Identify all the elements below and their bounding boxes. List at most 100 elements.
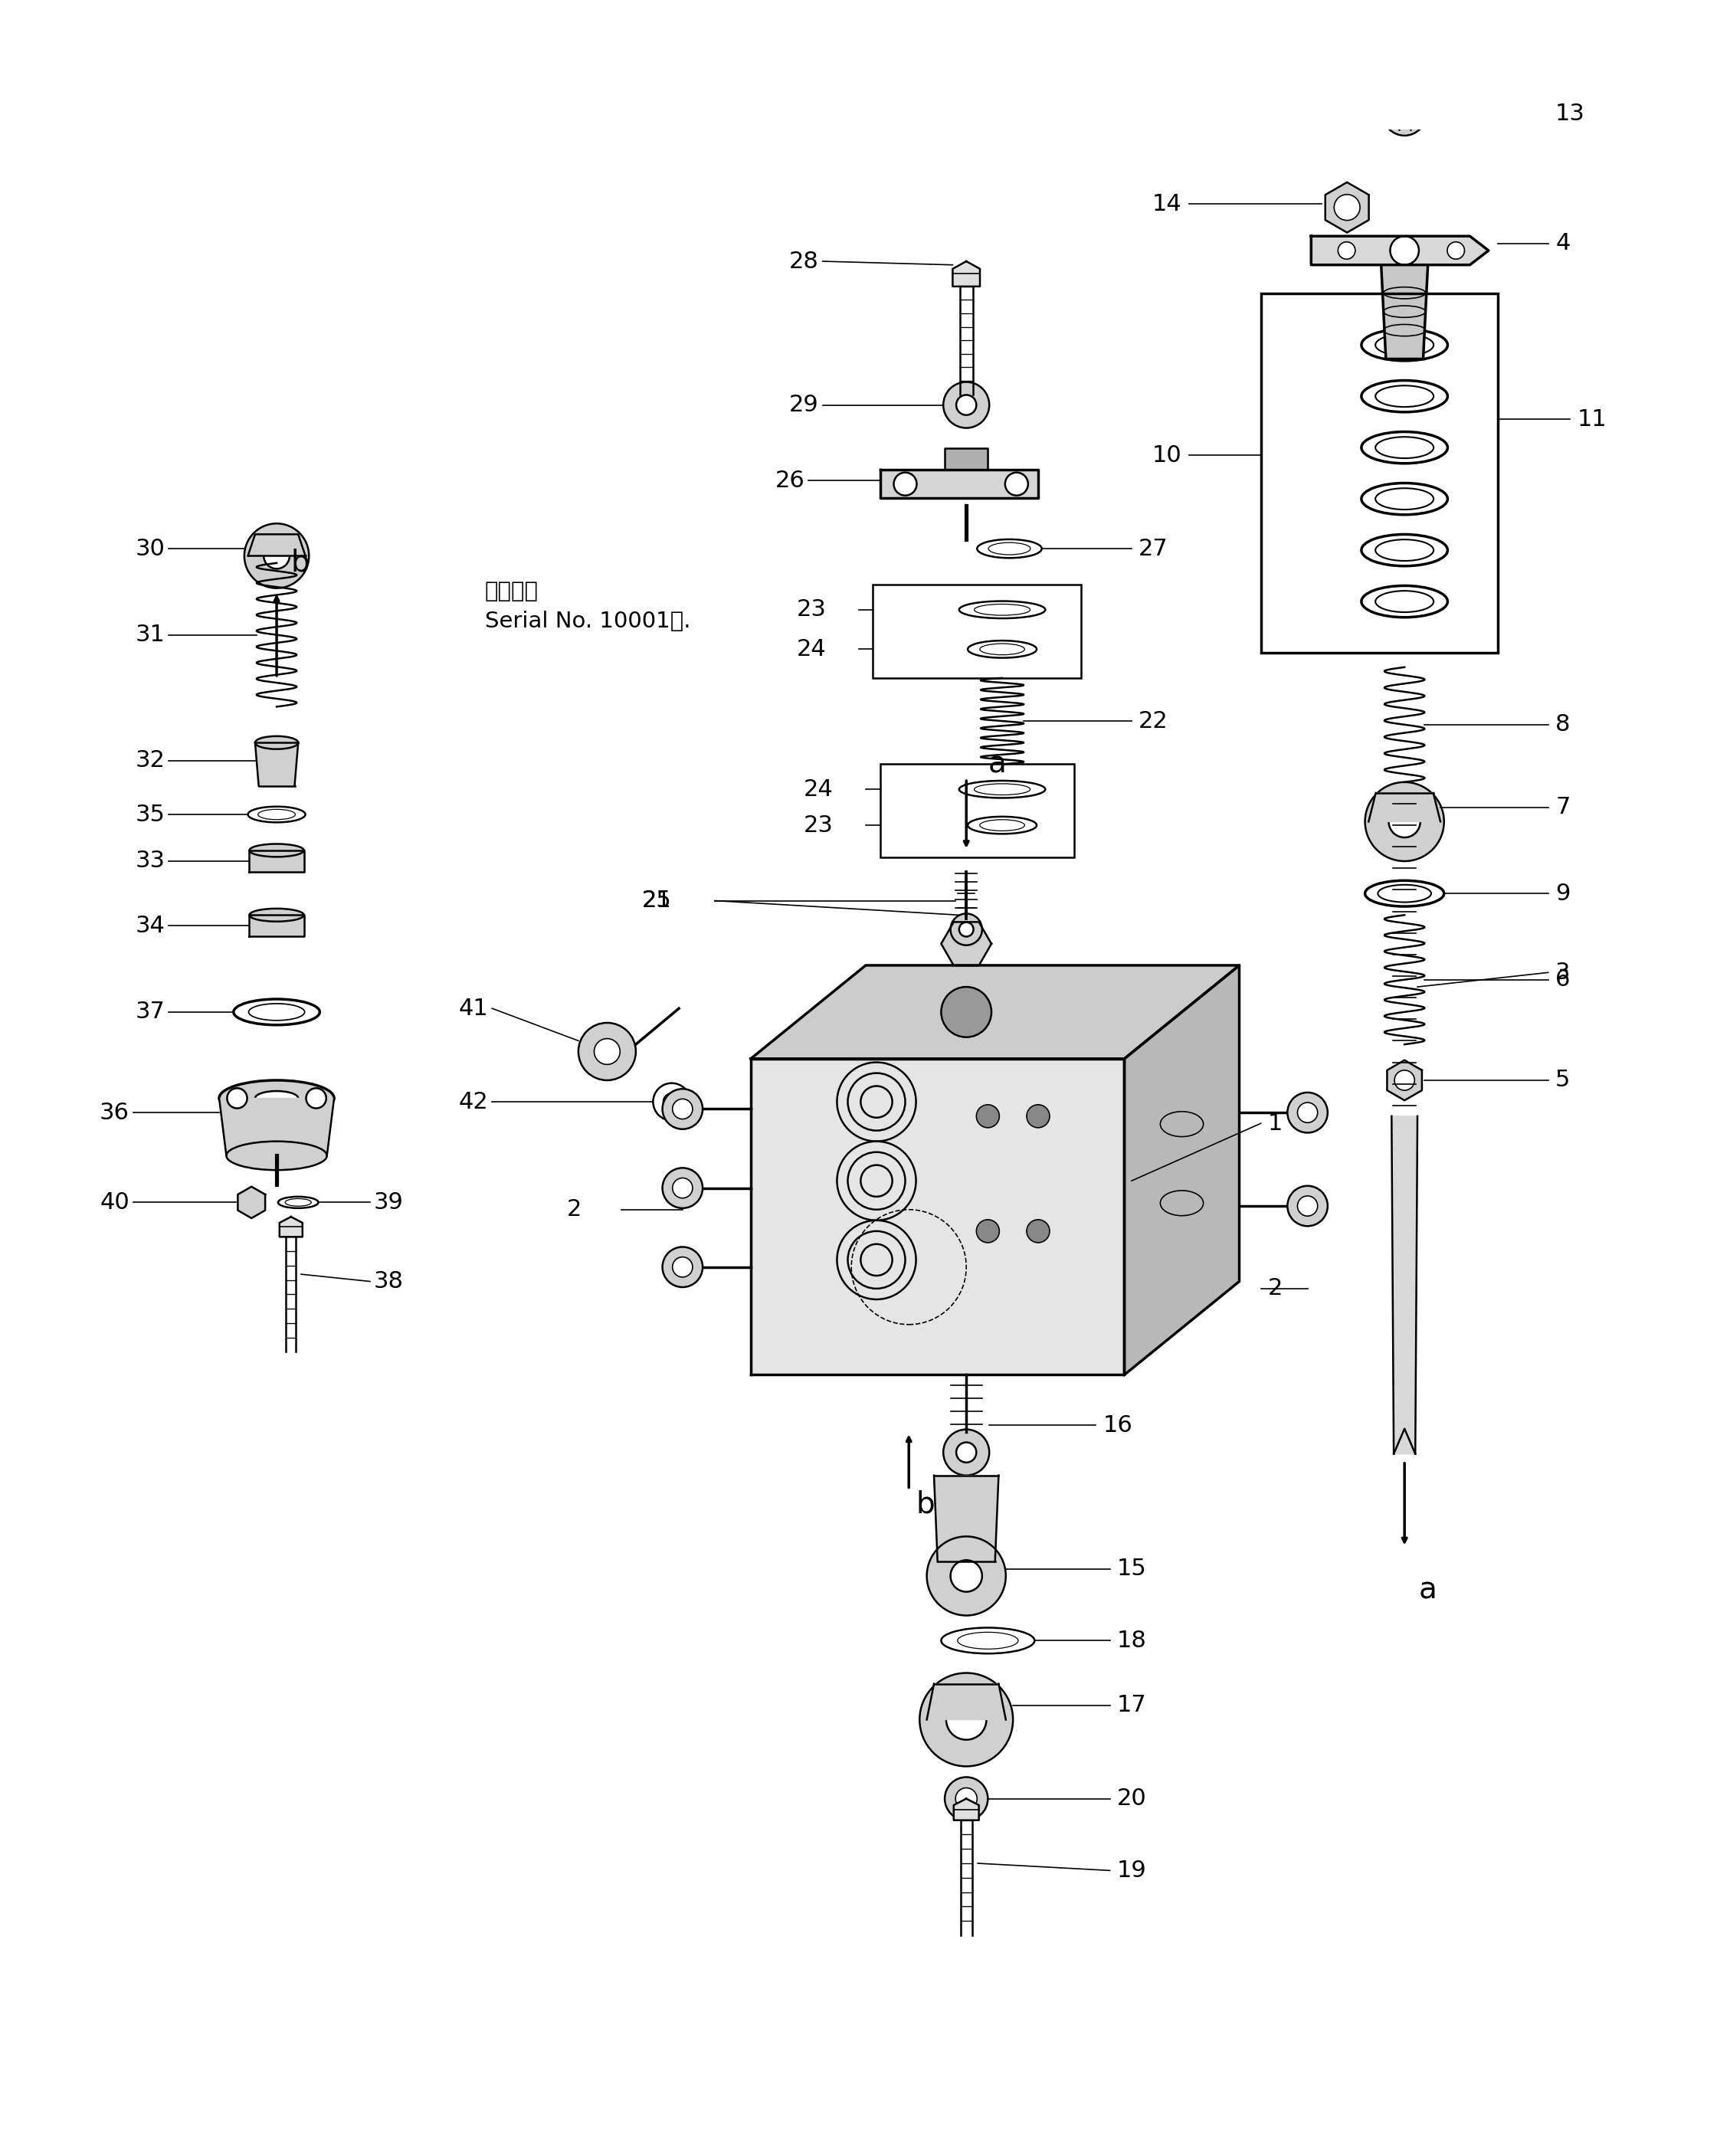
Text: 18: 18 bbox=[1118, 1630, 1147, 1651]
Polygon shape bbox=[751, 966, 1239, 1059]
Text: 34: 34 bbox=[135, 914, 166, 938]
Text: 5: 5 bbox=[1555, 1069, 1571, 1091]
Circle shape bbox=[593, 1039, 619, 1065]
Polygon shape bbox=[220, 1097, 334, 1156]
Polygon shape bbox=[1368, 793, 1441, 821]
Circle shape bbox=[920, 1673, 1014, 1766]
Text: 4: 4 bbox=[1555, 233, 1571, 254]
Text: 32: 32 bbox=[135, 750, 166, 772]
Circle shape bbox=[950, 1561, 983, 1591]
Text: 41: 41 bbox=[458, 998, 488, 1020]
Circle shape bbox=[957, 1442, 976, 1462]
Circle shape bbox=[1382, 93, 1426, 136]
Polygon shape bbox=[237, 1186, 265, 1218]
Circle shape bbox=[927, 1537, 1005, 1615]
Text: 13: 13 bbox=[1555, 103, 1585, 125]
Text: 1: 1 bbox=[1268, 1112, 1284, 1134]
Text: 7: 7 bbox=[1555, 796, 1571, 819]
Text: 12: 12 bbox=[1555, 0, 1585, 2]
Polygon shape bbox=[1391, 1117, 1417, 1453]
Polygon shape bbox=[953, 261, 979, 287]
Text: 20: 20 bbox=[1118, 1787, 1147, 1809]
Text: 23: 23 bbox=[804, 815, 834, 837]
Text: 15: 15 bbox=[1118, 1557, 1147, 1580]
Ellipse shape bbox=[249, 908, 304, 921]
Polygon shape bbox=[751, 1059, 1124, 1376]
Polygon shape bbox=[941, 923, 991, 966]
Circle shape bbox=[1394, 1069, 1415, 1091]
Ellipse shape bbox=[254, 735, 298, 748]
Text: 37: 37 bbox=[135, 1000, 166, 1024]
Circle shape bbox=[976, 1220, 1000, 1242]
Text: 8: 8 bbox=[1555, 714, 1571, 735]
Text: 38: 38 bbox=[374, 1270, 403, 1294]
Circle shape bbox=[663, 1246, 702, 1287]
Text: 適用号機
Serial No. 10001～.: 適用号機 Serial No. 10001～. bbox=[484, 580, 690, 632]
Text: a: a bbox=[1419, 1576, 1438, 1604]
Circle shape bbox=[945, 1777, 988, 1820]
Circle shape bbox=[663, 1169, 702, 1207]
Polygon shape bbox=[247, 535, 306, 556]
Circle shape bbox=[946, 1699, 986, 1740]
Circle shape bbox=[1026, 1104, 1050, 1128]
Text: 42: 42 bbox=[458, 1091, 488, 1112]
Circle shape bbox=[1396, 106, 1413, 123]
Text: 3: 3 bbox=[1555, 962, 1571, 983]
Circle shape bbox=[1026, 1220, 1050, 1242]
Circle shape bbox=[957, 395, 976, 416]
Circle shape bbox=[1391, 237, 1419, 265]
Circle shape bbox=[663, 1089, 702, 1130]
Circle shape bbox=[1337, 241, 1355, 259]
Ellipse shape bbox=[220, 1080, 334, 1117]
Polygon shape bbox=[881, 470, 1038, 498]
Polygon shape bbox=[249, 849, 304, 871]
Text: 6: 6 bbox=[1555, 968, 1571, 992]
Circle shape bbox=[1334, 194, 1360, 220]
Text: 2: 2 bbox=[1268, 1279, 1284, 1300]
Text: 28: 28 bbox=[789, 250, 818, 272]
Circle shape bbox=[578, 1022, 637, 1080]
Text: 9: 9 bbox=[1555, 882, 1571, 906]
Text: 11: 11 bbox=[1578, 407, 1607, 431]
Text: 10: 10 bbox=[1152, 444, 1182, 466]
Polygon shape bbox=[1394, 1429, 1415, 1453]
Circle shape bbox=[941, 987, 991, 1037]
Text: 31: 31 bbox=[135, 623, 166, 647]
Polygon shape bbox=[945, 448, 988, 470]
Circle shape bbox=[1365, 783, 1445, 860]
Text: 16: 16 bbox=[1102, 1414, 1133, 1436]
Text: 2: 2 bbox=[567, 1199, 581, 1220]
Text: 29: 29 bbox=[789, 395, 818, 416]
Circle shape bbox=[244, 524, 310, 589]
Text: b: b bbox=[291, 548, 310, 578]
Text: 17: 17 bbox=[1118, 1695, 1147, 1716]
Circle shape bbox=[1298, 1197, 1318, 1216]
Text: 25: 25 bbox=[642, 890, 671, 912]
Circle shape bbox=[1298, 1102, 1318, 1123]
Circle shape bbox=[673, 1177, 692, 1199]
Text: 22: 22 bbox=[1138, 709, 1168, 733]
Text: 30: 30 bbox=[135, 537, 166, 561]
Polygon shape bbox=[1124, 966, 1239, 1376]
Text: 35: 35 bbox=[135, 804, 166, 826]
Polygon shape bbox=[927, 1684, 1005, 1720]
Circle shape bbox=[263, 543, 289, 569]
Circle shape bbox=[976, 1104, 1000, 1128]
Polygon shape bbox=[249, 914, 304, 936]
Bar bbox=[881, 763, 1074, 858]
Polygon shape bbox=[1325, 183, 1368, 233]
Circle shape bbox=[894, 472, 917, 496]
Text: 24: 24 bbox=[804, 778, 834, 800]
Circle shape bbox=[227, 1089, 247, 1108]
Circle shape bbox=[1287, 1093, 1327, 1132]
Circle shape bbox=[673, 1257, 692, 1276]
Text: 39: 39 bbox=[374, 1192, 403, 1214]
Ellipse shape bbox=[254, 1091, 298, 1106]
Circle shape bbox=[1005, 472, 1028, 496]
Ellipse shape bbox=[249, 843, 304, 856]
Polygon shape bbox=[1391, 6, 1417, 30]
Circle shape bbox=[943, 1429, 990, 1475]
Polygon shape bbox=[1311, 237, 1488, 265]
Polygon shape bbox=[1381, 265, 1427, 358]
Text: b: b bbox=[915, 1490, 934, 1518]
